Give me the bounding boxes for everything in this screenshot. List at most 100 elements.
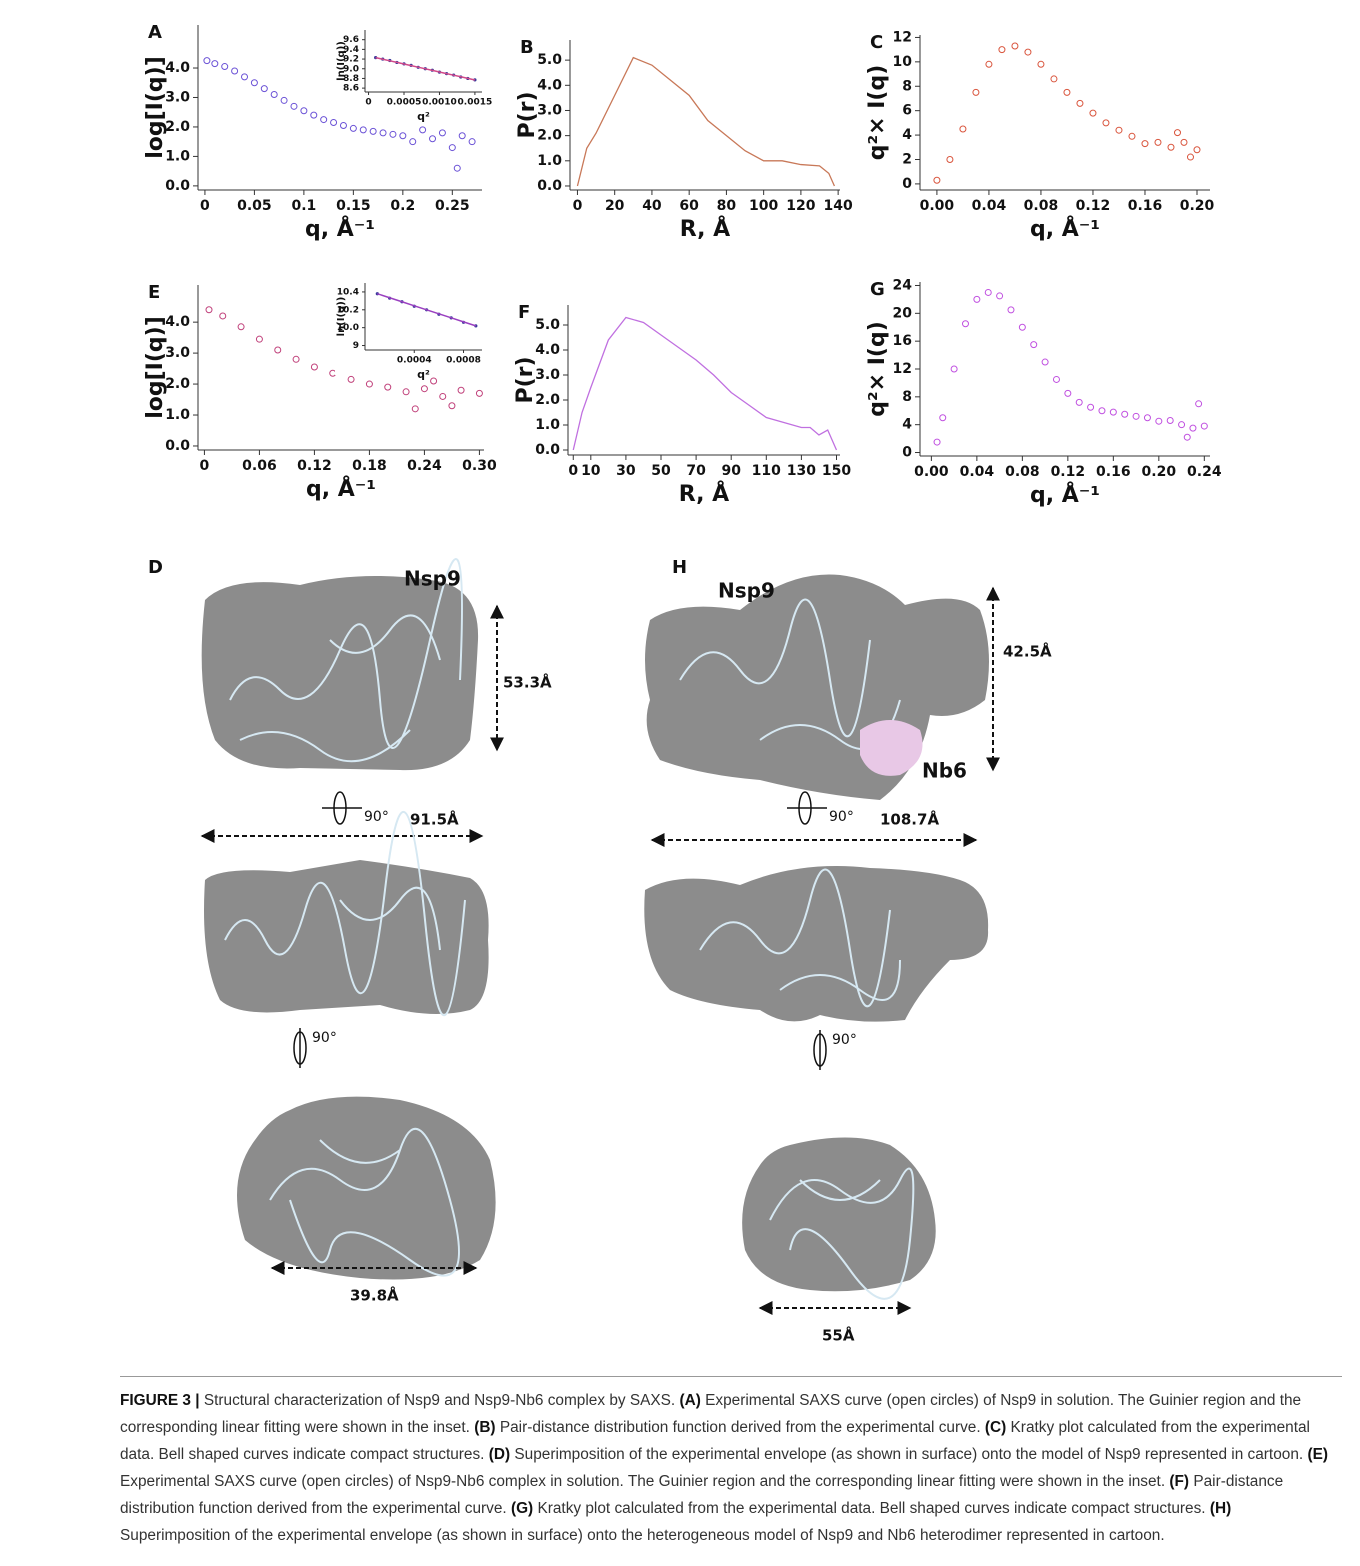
- y-axis-label: ln(I(q)): [336, 41, 347, 81]
- x-tick-label: 150: [822, 463, 851, 479]
- data-point: [1038, 61, 1044, 67]
- data-point: [420, 127, 426, 133]
- caption-tag: (A): [679, 1392, 700, 1409]
- data-point: [459, 133, 465, 139]
- data-point: [962, 321, 968, 327]
- x-tick-label: 110: [752, 463, 781, 479]
- x-tick-label: 0.04: [972, 198, 1007, 214]
- x-axis-label: q, Å⁻¹: [1030, 482, 1100, 508]
- data-point: [997, 293, 1003, 299]
- y-tick-label: 12: [893, 29, 912, 45]
- data-point: [206, 307, 212, 313]
- data-point: [1196, 401, 1202, 407]
- data-point: [1008, 307, 1014, 313]
- x-tick-label: 0.05: [237, 198, 272, 214]
- molecule-label: Nsp9: [404, 567, 461, 591]
- caption-text: Pair-distance distribution function deri…: [500, 1419, 981, 1436]
- molecule-label: Nb6: [922, 759, 967, 783]
- caption-text: Kratky plot calculated from the experime…: [537, 1500, 1205, 1517]
- x-tick-label: 0.1: [291, 198, 316, 214]
- data-point: [291, 103, 297, 109]
- x-axis-label: R, Å: [680, 216, 730, 242]
- x-tick-label: 0.2: [390, 198, 415, 214]
- caption-tag: (B): [474, 1419, 495, 1436]
- data-point: [261, 86, 267, 92]
- x-tick-label: 0.16: [1096, 464, 1131, 480]
- data-point: [1076, 399, 1082, 405]
- data-point: [439, 130, 445, 136]
- chart: 048121620240.000.040.080.120.160.200.24q…: [865, 277, 1222, 508]
- data-point: [242, 74, 248, 80]
- data-point: [960, 126, 966, 132]
- data-point: [403, 389, 409, 395]
- rotation-label: 90°: [312, 1030, 337, 1046]
- dimension-label: 42.5Å: [1003, 642, 1052, 661]
- data-point: [1142, 141, 1148, 147]
- y-axis-label: q²× I(q): [865, 65, 890, 161]
- x-axis-label: q, Å⁻¹: [306, 476, 376, 502]
- caption-tag: (F): [1169, 1473, 1189, 1490]
- y-axis-label: P(r): [515, 91, 540, 138]
- dimension-label: 53.3Å: [503, 673, 552, 692]
- data-point: [1053, 376, 1059, 382]
- data-point: [256, 336, 262, 342]
- y-tick-label: 4.0: [165, 314, 190, 330]
- x-tick-label: 10: [581, 463, 601, 479]
- caption-text: Superimposition of the experimental enve…: [120, 1527, 1165, 1544]
- x-tick-label: 0.08: [1024, 198, 1059, 214]
- x-tick-label: 60: [679, 198, 699, 214]
- panel-label: H: [672, 557, 687, 578]
- data-point: [1201, 423, 1207, 429]
- x-tick-label: 0.20: [1142, 464, 1177, 480]
- data-point: [1042, 359, 1048, 365]
- rotation-label: 90°: [832, 1032, 857, 1048]
- data-point: [331, 120, 337, 126]
- data-point: [1103, 120, 1109, 126]
- data-point: [1179, 422, 1185, 428]
- data-point: [454, 165, 460, 171]
- y-tick-label: 16: [893, 333, 912, 349]
- panel-label: G: [870, 279, 885, 300]
- x-tick-label: 50: [651, 463, 671, 479]
- data-point: [1122, 411, 1128, 417]
- x-tick-label: 0.06: [242, 458, 277, 474]
- x-tick-label: 0: [200, 458, 210, 474]
- y-axis-label: q²× I(q): [865, 321, 890, 417]
- x-tick-label: 0.0015: [458, 98, 493, 108]
- x-tick-label: 90: [721, 463, 741, 479]
- x-tick-label: 0.25: [435, 198, 470, 214]
- data-point: [380, 130, 386, 136]
- caption-tag: (C): [985, 1419, 1006, 1436]
- y-tick-label: 1.0: [537, 153, 562, 169]
- data-line: [577, 58, 834, 186]
- x-axis-label: q²: [417, 368, 430, 381]
- y-tick-label: 8: [902, 78, 912, 94]
- data-point: [1184, 434, 1190, 440]
- data-point: [350, 125, 356, 131]
- y-tick-label: 0.0: [165, 178, 190, 194]
- data-point: [1025, 49, 1031, 55]
- y-tick-label: 0: [902, 176, 912, 192]
- x-tick-label: 140: [824, 198, 853, 214]
- data-point: [271, 92, 277, 98]
- data-point: [440, 393, 446, 399]
- y-tick-label: 4.0: [535, 342, 560, 358]
- y-tick-label: 3.0: [165, 345, 190, 361]
- cartoon-partner: [860, 720, 923, 776]
- data-point: [238, 324, 244, 330]
- y-tick-label: 2.0: [537, 128, 562, 144]
- y-axis-label: ln(I(q)): [336, 297, 347, 337]
- data-point: [311, 112, 317, 118]
- data-point: [360, 127, 366, 133]
- y-tick-label: 5.0: [537, 52, 562, 68]
- data-point: [251, 80, 257, 86]
- data-point: [410, 139, 416, 145]
- data-point: [934, 439, 940, 445]
- x-tick-label: 0: [365, 98, 371, 108]
- y-tick-label: 9: [353, 341, 359, 351]
- panel-label: D: [148, 557, 163, 578]
- x-tick-label: 0: [568, 463, 578, 479]
- data-point: [1181, 139, 1187, 145]
